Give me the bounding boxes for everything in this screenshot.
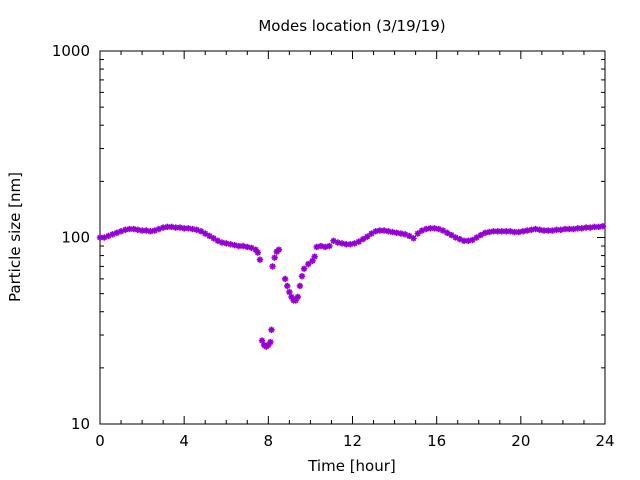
data-point bbox=[406, 232, 413, 240]
data-point bbox=[599, 222, 607, 230]
data-point bbox=[410, 235, 417, 242]
data-point bbox=[298, 273, 306, 280]
data-point bbox=[326, 242, 333, 250]
data-point bbox=[268, 326, 275, 333]
y-axis: 10 100 1000 bbox=[52, 42, 605, 433]
x-tick-label: 8 bbox=[264, 432, 274, 450]
x-axis-label: Time [hour] bbox=[307, 457, 396, 475]
data-point bbox=[271, 254, 278, 261]
data-point bbox=[544, 227, 552, 234]
data-point bbox=[239, 242, 247, 250]
data-point bbox=[591, 223, 598, 231]
data-point bbox=[469, 236, 476, 244]
x-tick-label: 4 bbox=[179, 432, 189, 450]
data-point bbox=[267, 338, 274, 346]
data-point bbox=[281, 275, 289, 283]
x-tick-label: 0 bbox=[95, 432, 105, 450]
data-point bbox=[275, 246, 283, 253]
data-point bbox=[532, 225, 539, 233]
y-tick-label: 10 bbox=[71, 415, 90, 433]
data-point bbox=[126, 225, 133, 233]
data-point bbox=[305, 260, 312, 268]
data-point bbox=[269, 263, 276, 270]
data-point bbox=[448, 231, 455, 239]
y-tick-label: 1000 bbox=[52, 42, 90, 60]
data-point bbox=[414, 230, 421, 237]
x-tick-label: 20 bbox=[511, 432, 530, 450]
x-tick-label: 24 bbox=[595, 432, 614, 450]
x-tick-label: 16 bbox=[427, 432, 446, 450]
data-point bbox=[244, 243, 251, 251]
data-point bbox=[540, 227, 548, 234]
data-point bbox=[284, 282, 291, 290]
x-axis: 0 4 8 12 16 20 24 bbox=[95, 51, 615, 450]
data-point bbox=[296, 282, 304, 290]
x-tick-label: 12 bbox=[343, 432, 362, 450]
data-point bbox=[294, 293, 301, 301]
data-point bbox=[427, 225, 434, 232]
data-point bbox=[286, 288, 293, 296]
data-point bbox=[138, 227, 146, 234]
y-tick-label: 100 bbox=[61, 229, 90, 247]
chart-title: Modes location (3/19/19) bbox=[258, 17, 445, 35]
data-point bbox=[202, 230, 209, 237]
data-point bbox=[256, 256, 264, 263]
data-point bbox=[210, 235, 217, 242]
data-point bbox=[359, 235, 367, 243]
data-point bbox=[376, 227, 384, 234]
data-point bbox=[206, 232, 213, 240]
data-points bbox=[96, 222, 607, 350]
data-point bbox=[300, 265, 308, 272]
plot-frame bbox=[99, 50, 606, 425]
y-axis-label: Particle size [nm] bbox=[6, 172, 24, 302]
data-point bbox=[355, 238, 363, 245]
data-point bbox=[254, 249, 262, 256]
data-point bbox=[311, 253, 318, 260]
